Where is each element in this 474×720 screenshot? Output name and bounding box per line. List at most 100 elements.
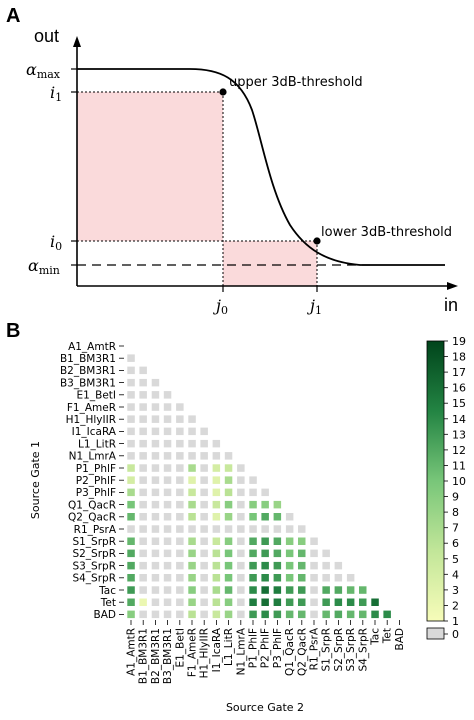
x-axis-arrow <box>447 282 458 290</box>
heatmap-cell-Q1_QacR-L1_LitR <box>224 500 233 509</box>
heatmap-cell-BAD-H1_HlyIIR <box>200 610 208 619</box>
heatmap-cell-E1_BetI-A1_AmtR <box>127 391 135 399</box>
heatmap-cell-H1_HlyIIR-E1_BetI <box>176 415 184 423</box>
colorbar-label-6: 6 <box>452 537 459 550</box>
colorbar-label-16: 16 <box>452 382 466 395</box>
heatmap-cell-P3_PhlF-N1_LmrA <box>237 488 245 497</box>
col-label-Tac: Tac <box>370 628 382 646</box>
row-label-I1_IcaRA: I1_IcaRA <box>72 426 117 438</box>
upper-threshold-label: upper 3dB-threshold <box>229 75 363 90</box>
heatmap-cell-N1_LmrA-F1_AmeR <box>188 452 196 460</box>
heatmap-cell-S3_SrpR-P2_PhlF <box>261 561 269 570</box>
colorbar-zero-label: 0 <box>452 628 459 641</box>
panel-b-letter: B <box>6 320 20 342</box>
heatmap-cell-Q2_QacR-P3_PhlF <box>273 513 282 521</box>
heatmap-cell-R1_PsrA-P3_PhlF <box>273 525 282 533</box>
row-label-B1_BM3R1: B1_BM3R1 <box>60 353 116 365</box>
heatmap-cell-BAD-R1_PsrA <box>310 610 318 619</box>
heatmap-cell-L1_LitR-B3_BM3R1 <box>163 439 172 448</box>
y-axis-title: out <box>34 26 59 46</box>
heatmap-cell-S2_SrpR-Q1_QacR <box>285 549 294 558</box>
heatmap-cell-N1_LmrA-B3_BM3R1 <box>163 452 172 460</box>
heatmap-cell-S4_SrpR-B1_BM3R1 <box>139 574 147 582</box>
heatmap-cell-S3_SrpR-P1_PhlF <box>249 561 257 570</box>
heatmap-cell-Tac-S2_SrpR <box>334 586 343 594</box>
heatmap-cell-L1_LitR-E1_BetI <box>176 439 184 448</box>
heatmap-cell-P1_PhlF-I1_IcaRA <box>212 464 221 472</box>
i0-label: i0 <box>50 232 62 253</box>
heatmap-cell-R1_PsrA-E1_BetI <box>176 525 184 533</box>
heatmap-cell-Q2_QacR-B1_BM3R1 <box>139 513 147 521</box>
heatmap-cell-E1_BetI-B1_BM3R1 <box>139 391 147 399</box>
heatmap-cell-R1_PsrA-B1_BM3R1 <box>139 525 147 533</box>
heatmap-cell-P1_PhlF-N1_LmrA <box>237 464 245 472</box>
heatmap-cell-BAD-B2_BM3R1 <box>151 610 160 619</box>
heatmap-cell-BAD-P3_PhlF <box>273 610 282 619</box>
heatmap-cell-S4_SrpR-S2_SrpR <box>334 574 343 582</box>
heatmap-cell-S2_SrpR-Q2_QacR <box>298 549 306 558</box>
heatmap-cell-BAD-B1_BM3R1 <box>139 610 147 619</box>
heatmap-cell-Q2_QacR-P1_PhlF <box>249 513 257 521</box>
heatmap-cell-Tac-F1_AmeR <box>188 586 196 594</box>
heatmap-cell-Q2_QacR-A1_AmtR <box>127 513 135 521</box>
heatmap-cell-R1_PsrA-P1_PhlF <box>249 525 257 533</box>
j1-subscript: 1 <box>315 304 322 317</box>
heatmap-cell-BAD-Q1_QacR <box>285 610 294 619</box>
heatmap-cell-S4_SrpR-P2_PhlF <box>261 574 269 582</box>
heatmap-cell-S3_SrpR-N1_LmrA <box>237 561 245 570</box>
col-label-S1_SrpR: S1_SrpR <box>321 628 333 672</box>
alpha-min-symbol: α <box>28 256 39 275</box>
heatmap-cell-Tac-R1_PsrA <box>310 586 318 594</box>
heatmap-cell-Tac-I1_IcaRA <box>212 586 221 594</box>
heatmap-cell-Tet-I1_IcaRA <box>212 598 221 606</box>
heatmap-cell-S2_SrpR-B1_BM3R1 <box>139 549 147 558</box>
heatmap-cell-Q2_QacR-B3_BM3R1 <box>163 513 172 521</box>
heatmap-cell-Tac-B3_BM3R1 <box>163 586 172 594</box>
colorbar-label-5: 5 <box>452 553 459 566</box>
input-low-region <box>77 92 223 241</box>
heatmap-cell-S4_SrpR-P1_PhlF <box>249 574 257 582</box>
heatmap-cell-Q2_QacR-I1_IcaRA <box>212 513 221 521</box>
colorbar-label-18: 18 <box>452 351 466 364</box>
heatmap-cell-Q1_QacR-E1_BetI <box>176 500 184 509</box>
heatmap-cell-R1_PsrA-B2_BM3R1 <box>151 525 160 533</box>
heatmap-cell-Tac-S3_SrpR <box>346 586 355 594</box>
i0-subscript: 0 <box>55 240 62 253</box>
col-label-B1_BM3R1: B1_BM3R1 <box>138 628 150 684</box>
heatmap-cell-P2_PhlF-A1_AmtR <box>127 476 135 484</box>
heatmap-cell-N1_LmrA-E1_BetI <box>176 452 184 460</box>
x-axis-title: in <box>444 295 458 315</box>
heatmap-cell-S1_SrpR-F1_AmeR <box>188 537 196 545</box>
heatmap-cell-Q1_QacR-N1_LmrA <box>237 500 245 509</box>
heatmap-cell-P3_PhlF-L1_LitR <box>224 488 233 497</box>
colorbar-label-10: 10 <box>452 475 466 488</box>
col-label-S2_SrpR: S2_SrpR <box>333 628 345 672</box>
heatmap-cell-P2_PhlF-L1_LitR <box>224 476 233 484</box>
heatmap-cell-Tet-L1_LitR <box>224 598 233 606</box>
i1-symbol: i <box>50 83 55 102</box>
heatmap-cell-S2_SrpR-N1_LmrA <box>237 549 245 558</box>
heatmap-cell-S4_SrpR-Q2_QacR <box>298 574 306 582</box>
heatmap-cell-S4_SrpR-I1_IcaRA <box>212 574 221 582</box>
heatmap-cell-S2_SrpR-B3_BM3R1 <box>163 549 172 558</box>
heatmap-cell-I1_IcaRA-B2_BM3R1 <box>151 427 160 436</box>
row-label-S1_SrpR: S1_SrpR <box>72 536 116 548</box>
heatmap-cell-BAD-P1_PhlF <box>249 610 257 619</box>
heatmap-cell-P1_PhlF-B3_BM3R1 <box>163 464 172 472</box>
row-label-R1_PsrA: R1_PsrA <box>74 524 117 536</box>
j0-subscript: 0 <box>221 304 228 317</box>
heatmap-cell-BAD-L1_LitR <box>224 610 233 619</box>
heatmap-cell-P3_PhlF-B2_BM3R1 <box>151 488 160 497</box>
heatmap-cell-F1_AmeR-B2_BM3R1 <box>151 403 160 411</box>
y-axis-arrow <box>73 36 81 47</box>
heatmap-cell-I1_IcaRA-H1_HlyIIR <box>200 427 208 436</box>
heatmap-cell-Tac-S1_SrpR <box>322 586 330 594</box>
col-label-I1_IcaRA: I1_IcaRA <box>211 627 223 672</box>
x-ticks <box>222 286 318 292</box>
heatmap-cell-Tet-S1_SrpR <box>322 598 330 606</box>
heatmap-cell-Tac-S4_SrpR <box>359 586 367 594</box>
heatmap-cell-H1_HlyIIR-B1_BM3R1 <box>139 415 147 423</box>
heatmap-cell-R1_PsrA-B3_BM3R1 <box>163 525 172 533</box>
col-label-B3_BM3R1: B3_BM3R1 <box>162 628 174 684</box>
row-label-F1_AmeR: F1_AmeR <box>67 402 116 414</box>
